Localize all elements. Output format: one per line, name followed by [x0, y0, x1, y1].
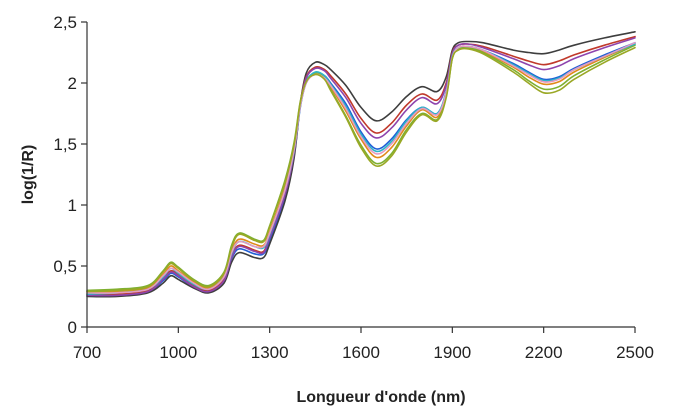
spectrum-line-9	[86, 46, 636, 293]
y-axis-title: log(1/R)	[20, 145, 37, 205]
y-tick-label: 2	[68, 74, 77, 93]
x-axis-title: Longueur d'onde (nm)	[296, 389, 465, 406]
spectrum-line-2	[86, 31, 636, 298]
x-tick-label: 1000	[159, 343, 197, 362]
y-tick-label: 2,5	[53, 13, 77, 32]
y-tick-label: 0	[68, 318, 77, 337]
spectrum-line-8	[86, 41, 636, 294]
spectrum-line-6	[86, 37, 636, 297]
plot-series-group	[86, 31, 636, 298]
x-tick-label: 1600	[342, 343, 380, 362]
x-tick-label: 700	[73, 343, 101, 362]
spectrum-line-5	[86, 35, 636, 296]
x-tick-label: 1900	[433, 343, 471, 362]
y-tick-label: 1	[68, 196, 77, 215]
x-ticks-group: 700 1000 1300 1600 1900 2200 2500	[73, 327, 654, 362]
y-tick-label: 1,5	[53, 135, 77, 154]
x-tick-label: 2500	[616, 343, 654, 362]
y-ticks-group: 0 0,5 1 1,5 2 2,5	[53, 13, 87, 337]
y-tick-label: 0,5	[53, 257, 77, 276]
x-tick-label: 2200	[525, 343, 563, 362]
x-tick-label: 1300	[251, 343, 289, 362]
